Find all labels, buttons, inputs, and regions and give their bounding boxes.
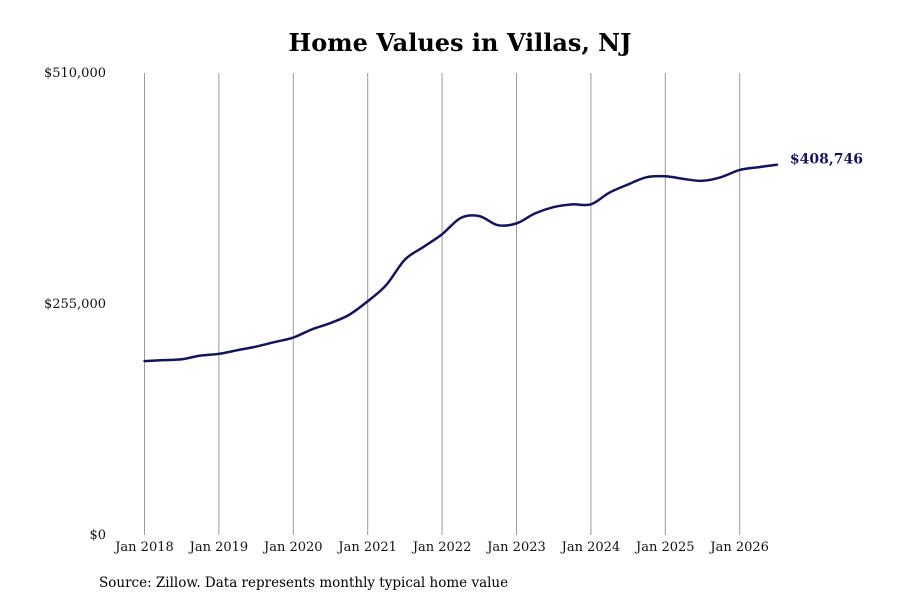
- x-tick-label: Jan 2024: [560, 540, 621, 555]
- y-tick-label: $0: [89, 528, 106, 543]
- x-tick-label: Jan 2023: [485, 540, 546, 555]
- end-value-label: $408,746: [790, 152, 863, 168]
- grid-lines: [144, 73, 741, 535]
- y-tick-label: $510,000: [44, 66, 106, 81]
- source-note: Source: Zillow. Data represents monthly …: [99, 575, 508, 591]
- y-tick-labels: $0 $255,000 $510,000: [44, 66, 106, 543]
- chart-title: Home Values in Villas, NJ: [289, 28, 632, 57]
- x-tick-label: Jan 2021: [336, 540, 397, 555]
- home-value-line: [143, 163, 779, 363]
- x-tick-labels: Jan 2018 Jan 2019 Jan 2020 Jan 2021 Jan 2022…: [113, 540, 769, 555]
- x-tick-label: Jan 2025: [634, 540, 695, 555]
- y-tick-label: $255,000: [44, 297, 106, 312]
- x-tick-label: Jan 2022: [411, 540, 472, 555]
- x-tick-label: Jan 2018: [113, 540, 174, 555]
- x-tick-label: Jan 2020: [262, 540, 323, 555]
- x-tick-label: Jan 2019: [188, 540, 249, 555]
- x-tick-label: Jan 2026: [708, 540, 769, 555]
